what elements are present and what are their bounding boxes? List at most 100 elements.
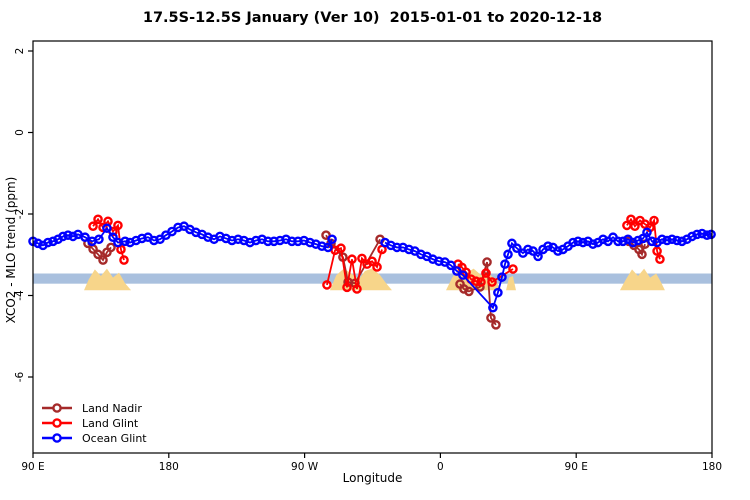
data-point-ocean-glint xyxy=(488,302,498,313)
data-point-ocean-glint xyxy=(503,249,513,260)
y-tick-label: -6 xyxy=(14,371,26,382)
data-point-ocean-glint xyxy=(80,232,90,243)
data-point-ocean-glint xyxy=(598,234,608,245)
land-profile-australia-east-copy xyxy=(619,268,665,291)
x-tick-label: 90 E xyxy=(565,461,588,473)
data-point-ocean-glint xyxy=(657,234,667,245)
x-tick-label: 180 xyxy=(159,461,179,473)
data-point-land-glint xyxy=(630,221,640,232)
legend-marker-icon xyxy=(42,403,72,413)
x-tick-label: 90 E xyxy=(21,461,44,473)
data-point-land-glint xyxy=(372,262,382,272)
data-point-ocean-glint xyxy=(528,246,538,256)
y-tick-label: -4 xyxy=(14,290,26,301)
data-point-land-glint xyxy=(93,214,103,225)
data-point-ocean-glint xyxy=(63,230,73,240)
plot-border xyxy=(32,40,713,454)
data-point-ocean-glint xyxy=(533,251,543,262)
data-point-ocean-glint xyxy=(68,231,78,242)
data-point-land-glint xyxy=(367,256,377,267)
data-point-ocean-glint xyxy=(677,236,687,247)
data-point-land-glint xyxy=(481,268,491,278)
data-point-land-glint xyxy=(487,277,497,287)
legend-label: Land Nadir xyxy=(82,401,142,415)
data-point-ocean-glint xyxy=(647,236,657,247)
data-point-land-nadir xyxy=(106,242,116,253)
data-point-land-glint xyxy=(655,254,665,265)
data-point-ocean-glint xyxy=(573,236,583,247)
data-point-land-glint xyxy=(471,276,481,287)
data-point-ocean-glint xyxy=(512,243,522,254)
data-point-land-glint xyxy=(357,253,367,264)
data-point-ocean-glint xyxy=(692,229,702,240)
x-tick-label: 90 W xyxy=(291,461,319,473)
data-point-ocean-glint xyxy=(568,237,578,248)
data-point-ocean-glint xyxy=(323,242,333,253)
data-point-land-glint xyxy=(476,277,486,287)
data-point-land-nadir xyxy=(93,249,103,260)
data-point-land-nadir xyxy=(486,313,496,323)
data-point-land-glint xyxy=(347,254,357,265)
x-tick-label: 180 xyxy=(702,461,722,473)
data-point-ocean-glint xyxy=(543,241,553,251)
land-profile-australia-west-copy xyxy=(84,268,132,291)
y-tick-label: 2 xyxy=(14,48,26,55)
legend-item: Land Glint xyxy=(40,416,147,430)
data-point-ocean-glint xyxy=(500,259,510,269)
data-point-ocean-glint xyxy=(667,234,677,245)
data-point-ocean-glint xyxy=(33,238,43,249)
data-point-ocean-glint xyxy=(102,223,112,234)
data-point-land-glint xyxy=(626,214,636,225)
data-point-ocean-glint xyxy=(327,234,337,245)
data-point-ocean-glint xyxy=(507,238,517,249)
data-point-land-nadir xyxy=(98,255,108,265)
x-axis-label: Longitude xyxy=(342,471,403,485)
data-point-land-glint xyxy=(336,243,346,254)
data-point-land-glint xyxy=(652,246,662,256)
data-point-land-glint xyxy=(113,220,123,231)
data-point-land-glint xyxy=(88,221,98,232)
data-point-ocean-glint xyxy=(523,244,533,255)
data-point-land-nadir xyxy=(464,286,474,297)
data-point-ocean-glint xyxy=(578,237,588,248)
legend: Land Nadir Land Glint Ocean Glint xyxy=(40,401,147,445)
data-point-ocean-glint xyxy=(702,230,712,240)
data-point-ocean-glint xyxy=(672,235,682,246)
legend-label: Land Glint xyxy=(82,416,139,430)
data-point-land-nadir xyxy=(482,257,492,267)
legend-item: Ocean Glint xyxy=(40,431,147,445)
data-point-ocean-glint xyxy=(662,235,672,246)
data-point-ocean-glint xyxy=(120,236,130,247)
data-point-ocean-glint xyxy=(618,236,628,247)
data-point-ocean-glint xyxy=(458,270,468,280)
data-point-ocean-glint xyxy=(497,272,507,282)
data-point-land-glint xyxy=(508,264,518,274)
data-point-land-glint xyxy=(342,282,352,293)
data-point-land-glint xyxy=(352,284,362,294)
x-tick-label: 0 xyxy=(437,461,444,473)
legend-marker-icon xyxy=(42,418,72,428)
legend-marker-icon xyxy=(42,433,72,443)
data-point-ocean-glint xyxy=(108,232,118,243)
chart-title: 17.5S-12.5S January (Ver 10) 2015-01-01 … xyxy=(142,10,603,26)
data-point-ocean-glint xyxy=(94,234,104,245)
data-point-ocean-glint xyxy=(446,260,456,271)
data-point-ocean-glint xyxy=(642,227,652,238)
data-point-ocean-glint xyxy=(706,229,716,240)
data-point-land-glint xyxy=(649,215,659,226)
data-point-ocean-glint xyxy=(553,246,563,256)
land-profile-madagascar xyxy=(506,275,516,291)
legend-item: Land Nadir xyxy=(40,401,147,415)
data-point-land-glint xyxy=(322,280,332,290)
data-point-ocean-glint xyxy=(43,237,53,248)
data-point-ocean-glint xyxy=(588,239,598,249)
data-point-land-glint xyxy=(119,255,129,265)
data-point-ocean-glint xyxy=(687,231,697,242)
y-tick-label: -2 xyxy=(14,209,26,219)
series-line-land-nadir xyxy=(459,261,497,326)
data-point-land-nadir xyxy=(637,249,647,260)
data-point-ocean-glint xyxy=(58,231,68,242)
legend-label: Ocean Glint xyxy=(82,431,147,445)
